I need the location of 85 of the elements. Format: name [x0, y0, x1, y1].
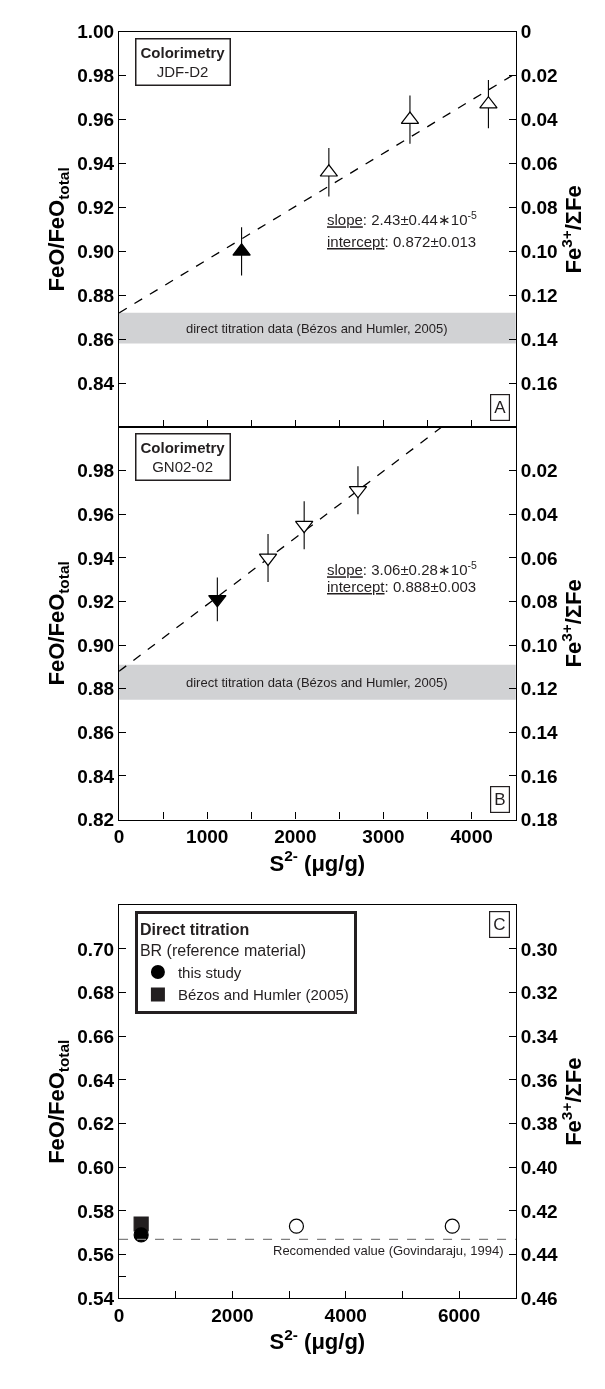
y2-tick-label: 0.06	[520, 153, 558, 175]
y-tick-label: 0.66	[77, 1025, 115, 1047]
annotation: Colorimetry	[140, 438, 226, 456]
y2-tick-label: 0.06	[520, 547, 558, 569]
point	[348, 485, 368, 499]
y-tick-label: 0.96	[77, 109, 115, 131]
x-tick-label: 6000	[437, 1305, 481, 1327]
y-tick-label: 0.86	[77, 328, 115, 350]
y2-tick-label: 0.04	[520, 109, 559, 131]
annotation: intercept: 0.872±0.013	[327, 233, 477, 250]
y2-tick-label: 0.34	[520, 1025, 559, 1047]
y-tick-label: 0.62	[77, 1113, 115, 1135]
y2-tick-label: 0.38	[520, 1113, 558, 1135]
y-tick-label: 0.70	[77, 938, 115, 960]
x-tick-label: 0	[113, 1305, 125, 1327]
y-tick-label: 0.98	[77, 460, 115, 482]
y2-tick-label: 0	[520, 21, 532, 43]
y2-tick-label: 0.46	[520, 1287, 558, 1309]
y2-tick-label: 0.12	[520, 678, 558, 700]
y-tick-label: 0.94	[77, 153, 115, 175]
y2-tick-label: 0.12	[520, 284, 558, 306]
ref-line-label: Recomended value (Govindaraju, 1994)	[273, 1243, 504, 1258]
annotation: Colorimetry	[140, 43, 226, 61]
annotation: intercept: 0.888±0.003	[327, 578, 477, 595]
x-tick-label: 1000	[186, 826, 229, 848]
x-axis-title: S$^{2-}$ (μg/g)	[269, 847, 366, 876]
y-tick-label: 0.60	[77, 1156, 115, 1178]
annotation: GN02-02	[152, 458, 214, 475]
y2-tick-label: 0.36	[520, 1069, 558, 1091]
y-tick-label: 0.98	[77, 65, 115, 87]
y-tick-label: 0.96	[77, 503, 115, 525]
y2-tick-label: 0.08	[520, 591, 558, 613]
point	[294, 520, 314, 534]
x-tick-label: 0	[113, 826, 125, 848]
y-tick-label: 0.64	[77, 1069, 115, 1091]
annotation: A	[494, 398, 507, 418]
y2-tick-label: 0.16	[520, 765, 558, 787]
annotation: C	[493, 915, 506, 935]
band-label: direct titration data (Bézos and Humler, 2005)	[186, 675, 448, 690]
x-tick-label: 2000	[274, 826, 317, 848]
x-tick-label: 4000	[450, 826, 493, 848]
y2-tick-label: 0.14	[520, 722, 559, 744]
y2-tick-label: 0.10	[520, 634, 558, 656]
y2-tick-label: 0.02	[520, 65, 558, 87]
band-label: direct titration data (Bézos and Humler, 2005)	[186, 321, 448, 336]
y-tick-label: 0.94	[77, 547, 115, 569]
legend-title: Direct titration BR (reference material)	[139, 920, 307, 959]
point	[258, 553, 278, 567]
annotation: JDF-D2	[156, 63, 209, 80]
y-tick-label: 1.00	[77, 21, 115, 43]
y2-tick-label: 0.14	[520, 328, 559, 350]
y-tick-label: 0.90	[77, 634, 115, 656]
y2-tick-label: 0.42	[520, 1200, 558, 1222]
y2-tick-label: 0.30	[520, 938, 558, 960]
annotation: slope: 2.43±0.44∗10$^{-5}$	[327, 209, 477, 229]
y-tick-label: 0.84	[77, 765, 115, 787]
y-tick-label: 0.90	[77, 241, 115, 262]
y2-tick-label: 0.04	[520, 503, 559, 525]
y-tick-label: 0.88	[77, 678, 115, 700]
y-tick-label: 0.88	[77, 284, 115, 306]
y2-tick-label: 0.16	[520, 372, 558, 394]
y2-tick-label: 0.44	[520, 1244, 559, 1266]
y-tick-label: 0.82	[77, 809, 115, 831]
y-tick-label: 0.84	[77, 372, 115, 394]
y2-tick-label: 0.40	[520, 1156, 558, 1178]
x-axis-title: S$^{2-}$ (μg/g)	[269, 1326, 366, 1355]
y2-tick-label: 0.18	[520, 809, 558, 831]
y2-tick-label: 0.10	[520, 241, 558, 262]
y-tick-label: 0.56	[77, 1244, 115, 1266]
x-tick-label: 3000	[362, 826, 405, 848]
y-tick-label: 0.58	[77, 1200, 115, 1222]
annotation: B	[494, 790, 506, 810]
y-tick-label: 0.92	[77, 197, 115, 219]
y-tick-label: 0.92	[77, 591, 115, 613]
legend-label: this study	[177, 963, 242, 981]
y2-tick-label: 0.32	[520, 982, 558, 1004]
legend-label: Bézos and Humler (2005)	[177, 986, 349, 1004]
y-tick-label: 0.86	[77, 722, 115, 744]
x-tick-label: 2000	[211, 1305, 254, 1327]
y-tick-label: 0.68	[77, 982, 115, 1004]
y2-tick-label: 0.02	[520, 460, 558, 482]
y-tick-label: 0.54	[77, 1287, 115, 1309]
y2-tick-label: 0.08	[520, 197, 558, 219]
annotation: slope: 3.06±0.28∗10$^{-5}$	[327, 559, 477, 579]
x-tick-label: 4000	[324, 1305, 367, 1327]
